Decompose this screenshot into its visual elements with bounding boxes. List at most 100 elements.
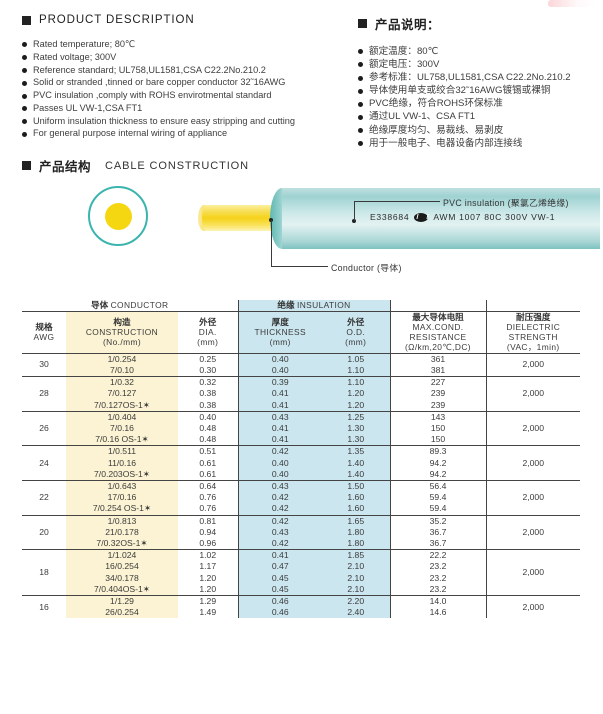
col-header-resistance-unit: (Ω/km,20℃,DC) (404, 342, 471, 353)
cell-construction: 1/0.404 7/0.16 7/0.16 OS-1✶ (66, 410, 178, 446)
cell-line: 22.2 (429, 550, 447, 561)
table-row: 18 1/1.024 16/0.254 34/0.178 7/0.404OS-1✶ 1.0… (22, 549, 580, 596)
cell-line: 59.4 (429, 492, 447, 503)
cell-line: 23.2 (429, 572, 447, 583)
cell-line: 1/1.29 (110, 595, 134, 606)
cell-line: 34/0.178 (105, 572, 139, 583)
cell-dia: 0.81 0.94 0.96 (178, 514, 238, 550)
cell-line: 0.48 (199, 434, 217, 445)
cell-line: 14.6 (429, 607, 447, 618)
cell-line: 0.51 (199, 446, 217, 457)
table-row: 22 1/0.643 17/0.16 7/0.254 OS-1✶ 0.64 0.76 0.7… (22, 479, 580, 516)
square-bullet-icon (358, 19, 367, 28)
cell-line: 1.05 (347, 353, 365, 364)
cell-resistance: 22.2 23.2 23.2 23.2 (390, 549, 487, 596)
cell-line: 21/0.178 (105, 526, 139, 537)
cell-od: 1.65 1.80 1.80 (322, 514, 391, 550)
table-row: 28 1/0.32 7/0.127 7/0.127OS-1✶ 0.32 0.38 0.38 0… (22, 376, 580, 412)
bullet-text: For general purpose internal wiring of a… (33, 128, 228, 139)
cell-line: 23.2 (429, 561, 447, 572)
bullet-text: 用于一般电子、电器设备内部连接线 (369, 137, 523, 149)
col-header-resistance-cn: 最大导体电阻 (412, 311, 464, 322)
cell-od: 1.10 1.20 1.20 (322, 376, 391, 412)
cell-line: 1.40 (347, 468, 365, 479)
cell-line: 89.3 (429, 446, 447, 457)
cell-line: 2.40 (347, 607, 365, 618)
round-bullet-icon (358, 141, 363, 147)
cell-line: 1/0.404 (107, 411, 137, 422)
cell-line: 0.41 (271, 550, 289, 561)
cell-dia: 1.29 1.49 (178, 594, 238, 619)
table-column-header-row: 规格 AWG 构造 CONSTRUCTION (No./mm) 外径 DIA. … (22, 310, 580, 354)
cell-line: 1/1.024 (107, 550, 137, 561)
bullet-text: Rated temperature; 80℃ (33, 39, 136, 49)
cell-line: 0.61 (199, 468, 217, 479)
cell-line: 150 (430, 422, 446, 433)
cell-resistance: 143 150 150 (390, 410, 487, 446)
cell-line: 1/0.643 (107, 480, 137, 491)
description-list-en: Rated temperature; 80℃ Rated voltage; 30… (22, 39, 340, 140)
round-bullet-icon (358, 101, 363, 107)
col-header-awg: 规格 AWG (22, 310, 66, 354)
cell-line: 0.46 (271, 595, 289, 606)
cell-line: 7/0.127 (107, 388, 137, 399)
cell-awg: 30 (22, 352, 66, 377)
col-header-awg-en: AWG (33, 332, 55, 343)
cell-line: 0.32 (199, 377, 217, 388)
square-bullet-icon (22, 161, 31, 170)
cell-line: 1.80 (347, 526, 365, 537)
cell-resistance: 35.2 36.7 36.7 (390, 514, 487, 550)
cell-dia: 0.51 0.61 0.61 (178, 445, 238, 481)
cell-line: 11/0.16 (107, 457, 137, 468)
cell-resistance: 14.0 14.6 (390, 594, 487, 619)
cell-thickness: 0.46 0.46 (237, 594, 322, 619)
cell-line: 56.4 (429, 480, 447, 491)
cell-line: 7/0.127OS-1✶ (94, 399, 150, 410)
cell-line: 0.64 (199, 480, 217, 491)
cell-od: 1.85 2.10 2.10 2.10 (322, 549, 391, 596)
group-header-conductor-cn: 导体 (91, 300, 109, 310)
cell-line: 1.10 (347, 377, 365, 388)
cell-construction: 1/0.813 21/0.178 7/0.32OS-1✶ (66, 514, 178, 550)
cell-dielectric: 2,000 (486, 352, 580, 377)
cell-line: 0.38 (199, 399, 217, 410)
section-title-cn: 产品说明： (375, 18, 441, 32)
cell-line: 0.42 (271, 537, 289, 548)
col-header-dielectric-en-2: STRENGTH (508, 332, 558, 343)
cell-line: 59.4 (429, 503, 447, 514)
cell-dia: 0.32 0.38 0.38 (178, 376, 238, 412)
cell-line: 0.42 (271, 446, 289, 457)
col-header-construction-en: CONSTRUCTION (85, 326, 159, 337)
col-header-od-en: O.D. (346, 326, 366, 337)
list-item: 导体使用单支或绞合32˜16AWG镀锡或裸铜 (358, 85, 603, 97)
cell-line: 0.30 (199, 364, 217, 375)
list-item: 参考标准：UL758,UL1581,CSA C22.2No.210.2 (358, 72, 603, 84)
cell-line: 1.30 (347, 434, 365, 445)
list-item: For general purpose internal wiring of a… (22, 128, 340, 140)
col-header-od: 外径 O.D. (mm) (322, 310, 391, 354)
col-header-awg-cn: 规格 (35, 321, 53, 332)
cell-line: 0.41 (271, 422, 289, 433)
round-bullet-icon (22, 119, 27, 125)
cell-dielectric: 2,000 (486, 549, 580, 596)
cable-rating-text: AWM 1007 80C 300V VW-1 (433, 212, 556, 222)
col-header-resistance-en-1: MAX.COND. (412, 321, 464, 332)
cell-line: 0.61 (199, 457, 217, 468)
callout-label-conductor: Conductor (导体) (331, 263, 402, 273)
callout-dot-insulation (352, 219, 356, 223)
cell-dielectric: 2,000 (486, 376, 580, 412)
col-header-thickness-en: THICKNESS (254, 326, 307, 337)
col-header-dia-cn: 外径 (199, 316, 217, 327)
cell-line: 36.7 (429, 526, 447, 537)
cell-line: 1.29 (199, 595, 217, 606)
col-header-dielectric-cn: 耐压强度 (516, 311, 551, 322)
cell-line: 2.10 (347, 572, 365, 583)
col-header-thickness-cn: 厚度 (271, 316, 289, 327)
table-row: 16 1/1.29 26/0.254 1.29 1.49 0.46 0.46 2.20 2.40… (22, 594, 580, 619)
round-bullet-icon (358, 88, 363, 94)
cell-line: 0.40 (271, 353, 289, 364)
group-header-insulation-cn: 绝缘 (277, 300, 295, 310)
cell-thickness: 0.43 0.41 0.41 (237, 410, 322, 446)
cell-line: 0.43 (271, 526, 289, 537)
cell-awg: 20 (22, 514, 66, 550)
